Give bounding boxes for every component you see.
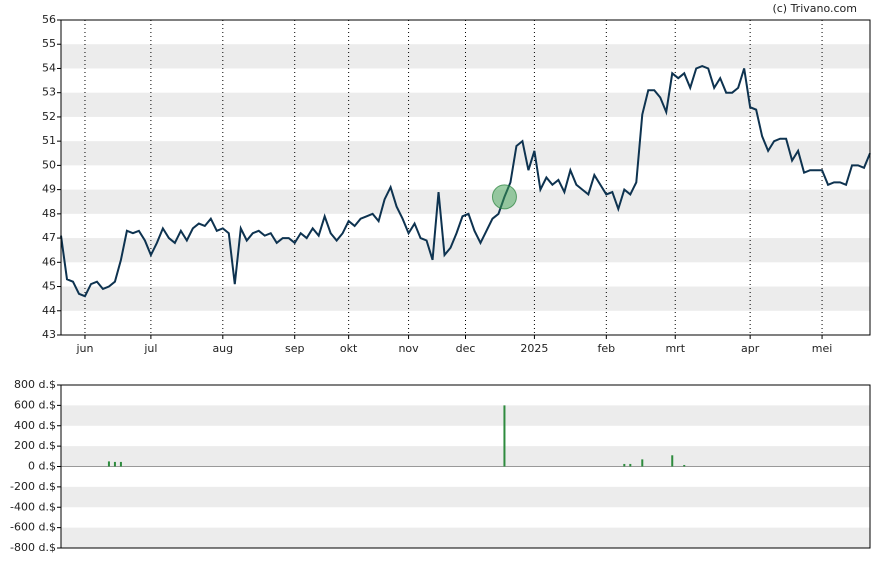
price-line xyxy=(60,64,871,298)
x-tick-label: feb xyxy=(598,342,616,355)
grid-band xyxy=(61,486,870,508)
x-tick-label: apr xyxy=(741,342,760,355)
grid-band xyxy=(61,527,870,548)
volume-bar xyxy=(107,461,110,467)
x-tick-label: jun xyxy=(75,342,93,355)
y-tick-label: 400 d.$ xyxy=(14,419,56,432)
grid-band xyxy=(61,141,870,166)
y-tick-label: 56 xyxy=(42,13,56,26)
volume-bar xyxy=(641,459,644,467)
plot-border xyxy=(60,384,871,549)
y-tick-label: 52 xyxy=(42,110,56,123)
y-tick-label: 43 xyxy=(42,328,56,341)
x-tick-label: mei xyxy=(812,342,833,355)
volume-bar xyxy=(503,405,506,467)
y-tick-label: 55 xyxy=(42,37,56,50)
y-tick-label: -400 d.$ xyxy=(10,500,56,513)
volume-bar xyxy=(683,464,686,467)
volume-bar xyxy=(671,455,674,467)
y-tick-label: 50 xyxy=(42,158,56,171)
volume-bar xyxy=(113,461,116,467)
y-tick-label: 49 xyxy=(42,183,56,196)
y-tick-label: 54 xyxy=(42,61,56,74)
x-tick-label: okt xyxy=(340,342,358,355)
x-tick-label: jul xyxy=(143,342,157,355)
y-tick-label: -600 d.$ xyxy=(10,521,56,534)
volume-bar xyxy=(629,463,632,467)
y-tick-label: 46 xyxy=(42,255,56,268)
x-tick-label: nov xyxy=(398,342,419,355)
y-tick-label: 51 xyxy=(42,134,56,147)
grid-band xyxy=(61,446,870,467)
y-tick-label: -200 d.$ xyxy=(10,480,56,493)
y-tick-label: 600 d.$ xyxy=(14,398,56,411)
y-tick-label: 0 d.$ xyxy=(28,460,56,473)
credit: (c) Trivano.com xyxy=(772,2,857,15)
grid-band xyxy=(61,238,870,263)
x-tick-label: dec xyxy=(456,342,476,355)
grid-band xyxy=(61,286,870,311)
x-tick-label: sep xyxy=(285,342,304,355)
highlight-marker xyxy=(491,184,517,210)
y-tick-label: 200 d.$ xyxy=(14,439,56,452)
x-tick-label: mrt xyxy=(665,342,685,355)
y-tick-label: -800 d.$ xyxy=(10,541,56,554)
y-tick-label: 47 xyxy=(42,231,56,244)
plot-border xyxy=(60,19,871,336)
y-tick-label: 44 xyxy=(42,304,56,317)
y-tick-label: 800 d.$ xyxy=(14,378,56,391)
grid-band xyxy=(61,405,870,426)
y-tick-label: 45 xyxy=(42,280,56,293)
volume-bar xyxy=(623,463,626,467)
y-tick-label: 53 xyxy=(42,86,56,99)
y-tick-label: 48 xyxy=(42,207,56,220)
grid-band xyxy=(61,189,870,214)
x-tick-label: aug xyxy=(212,342,233,355)
x-tick-label: 2025 xyxy=(520,342,548,355)
volume-bar xyxy=(119,461,122,467)
